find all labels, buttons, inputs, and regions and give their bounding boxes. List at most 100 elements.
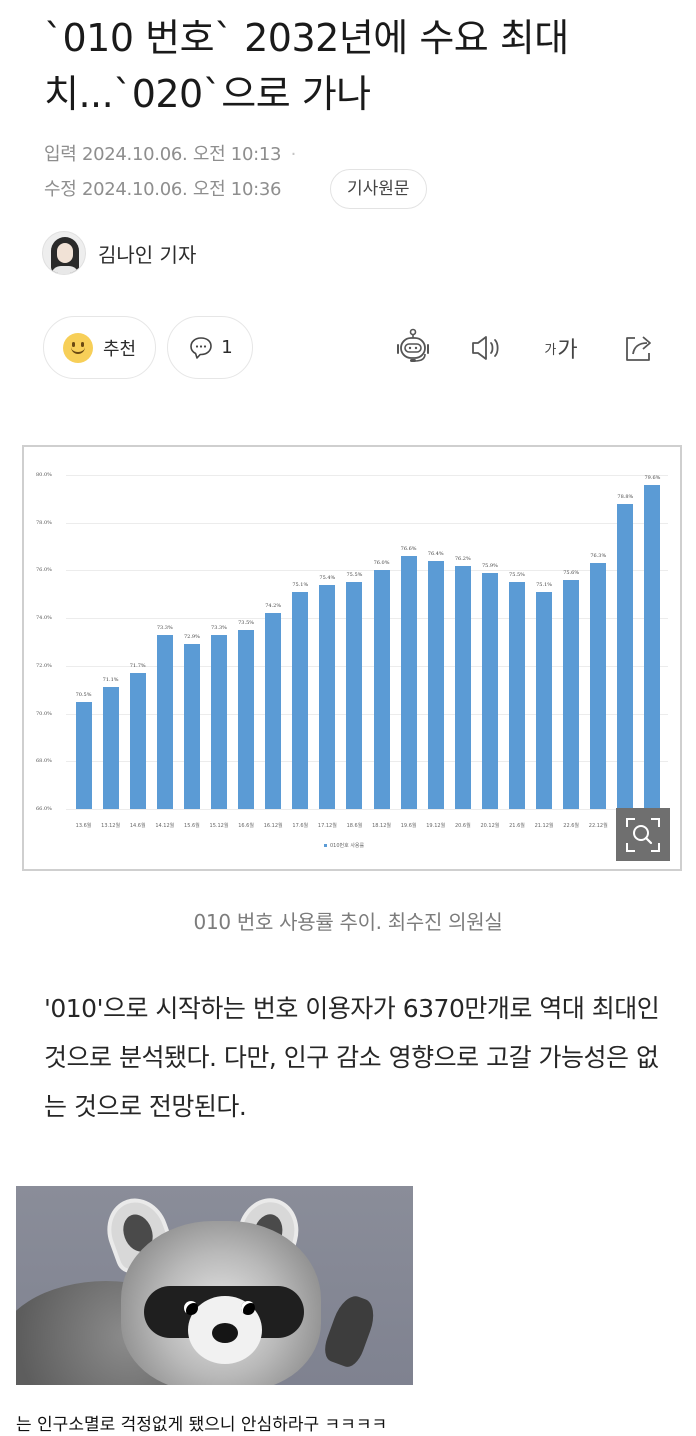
y-tick-label: 74.0%	[36, 615, 52, 622]
gridline	[66, 475, 668, 476]
bar-value-label: 73.3%	[211, 624, 227, 631]
speech-bubble-icon	[187, 334, 215, 362]
font-size-small-glyph: 가	[544, 342, 557, 358]
bar-value-label: 78.8%	[617, 493, 634, 500]
recommend-button[interactable]: 추천	[43, 316, 156, 379]
input-label: 입력	[44, 144, 77, 165]
gridline	[66, 713, 668, 715]
article-headline: `010 번호` 2032년에 수요 최대치...`020`으로 가나	[44, 16, 569, 116]
chart-bar	[481, 572, 498, 809]
chart-bar	[102, 687, 119, 809]
bar-value-label: 73.5%	[238, 620, 255, 627]
gridline	[66, 809, 668, 810]
y-tick-label: 72.0%	[36, 662, 52, 669]
x-tick-label: 21.12월	[534, 823, 554, 829]
bar-value-label: 75.5%	[509, 572, 525, 579]
chart-bar	[617, 503, 634, 809]
gridline	[66, 522, 668, 524]
chart-bar	[454, 565, 471, 809]
gridline	[66, 618, 668, 620]
smiley-icon	[62, 332, 93, 363]
author-name[interactable]: 김나인 기자	[98, 242, 197, 267]
x-tick-label: 20.6월	[454, 823, 471, 829]
chart-legend: 010번호 사용률	[324, 842, 364, 849]
y-tick-label: 70.0%	[36, 710, 52, 717]
chart-bar	[129, 673, 146, 809]
bar-value-label: 75.6%	[563, 569, 580, 576]
bar-value-label: 75.1%	[536, 581, 553, 588]
figure-caption: 010 번호 사용률 추이. 최수진 의원실	[193, 910, 503, 934]
gridline	[66, 761, 668, 763]
bar-value-label: 72.9%	[183, 634, 200, 641]
bar-value-label: 75.1%	[292, 581, 309, 588]
magnify-icon	[623, 815, 663, 855]
summary-bot-button[interactable]	[391, 326, 435, 370]
bar-chart: 66.0% 68.0% 70.0% 72.0% 74.0% 76.0% 78.0% 80.0%…	[24, 447, 680, 869]
chart-bar	[590, 563, 607, 809]
x-tick-label: 19.6월	[400, 823, 417, 829]
bar-value-label: 76.4%	[427, 550, 444, 557]
y-tick-label: 78.0%	[36, 519, 52, 526]
bar-value-label: 76.3%	[590, 553, 607, 560]
author-byline[interactable]: 김나인 기자	[42, 231, 196, 275]
chart-bar	[75, 701, 92, 809]
chart-bar	[292, 591, 309, 809]
chart-bar	[238, 630, 255, 809]
text-to-speech-button[interactable]	[468, 326, 506, 370]
author-avatar[interactable]	[42, 231, 86, 275]
legend-swatch	[324, 844, 327, 847]
raccoon-meme-image	[16, 1186, 413, 1385]
chart-bar	[265, 613, 282, 809]
image-zoom-button[interactable]	[616, 808, 670, 861]
chart-bar	[211, 634, 227, 809]
x-tick-label: 13.6월	[75, 823, 92, 829]
modified-label: 수정	[44, 179, 77, 200]
x-tick-label: 22.12월	[588, 823, 608, 829]
gridline	[66, 570, 668, 572]
legend-label: 010번호 사용률	[330, 843, 365, 849]
x-tick-label: 16.12월	[263, 823, 283, 829]
bar-value-label: 75.5%	[346, 572, 363, 579]
chart-bar	[373, 570, 390, 809]
speaker-icon	[469, 330, 505, 366]
chart-bar	[509, 582, 525, 809]
bar-value-label: 73.3%	[156, 624, 173, 631]
x-tick-label: 17.12월	[317, 823, 337, 829]
x-tick-label: 15.6월	[184, 823, 200, 829]
x-tick-label: 16.6월	[238, 823, 254, 829]
font-size-large-glyph: 가	[557, 338, 578, 363]
x-tick-label: 21.6월	[509, 823, 525, 829]
bar-value-label: 71.1%	[102, 677, 119, 684]
share-button[interactable]	[620, 326, 658, 370]
chart-bar	[400, 556, 417, 809]
published-meta: 입력 2024.10.06. 오전 10:13 ·	[44, 140, 296, 166]
x-tick-label: 17.6월	[292, 823, 309, 829]
bar-value-label: 70.5%	[75, 691, 92, 698]
chart-bar	[427, 560, 444, 809]
comment-button[interactable]: 1	[167, 316, 253, 379]
x-tick-label: 18.6월	[346, 823, 363, 829]
x-tick-label: 14.6월	[129, 823, 146, 829]
input-datetime: 2024.10.06. 오전 10:13	[81, 144, 282, 165]
chart-bar	[536, 591, 553, 809]
gridline	[66, 665, 668, 667]
chart-figure[interactable]: 66.0% 68.0% 70.0% 72.0% 74.0% 76.0% 78.0% 80.0%…	[22, 445, 682, 871]
font-size-button[interactable]: 가 가	[540, 326, 582, 370]
bar-value-label: 76.6%	[400, 546, 417, 553]
bar-value-label: 76.2%	[454, 555, 471, 562]
chart-bar	[156, 634, 173, 809]
x-tick-label: 14.12월	[155, 823, 175, 829]
modified-meta: 수정 2024.10.06. 오전 10:36	[44, 175, 281, 201]
share-icon	[621, 330, 657, 366]
x-tick-label: 13.12월	[101, 823, 121, 829]
y-tick-label: 76.0%	[36, 567, 52, 574]
original-article-button[interactable]: 기사원문	[330, 169, 427, 209]
y-tick-label: 68.0%	[36, 758, 52, 765]
modified-datetime: 2024.10.06. 오전 10:36	[81, 179, 282, 200]
bar-value-label: 75.4%	[319, 574, 336, 581]
x-tick-label: 18.12월	[372, 823, 391, 829]
separator-dot: ·	[290, 144, 297, 165]
robot-icon	[392, 327, 434, 369]
chart-bar	[346, 582, 363, 809]
bar-value-label: 74.2%	[265, 603, 282, 610]
